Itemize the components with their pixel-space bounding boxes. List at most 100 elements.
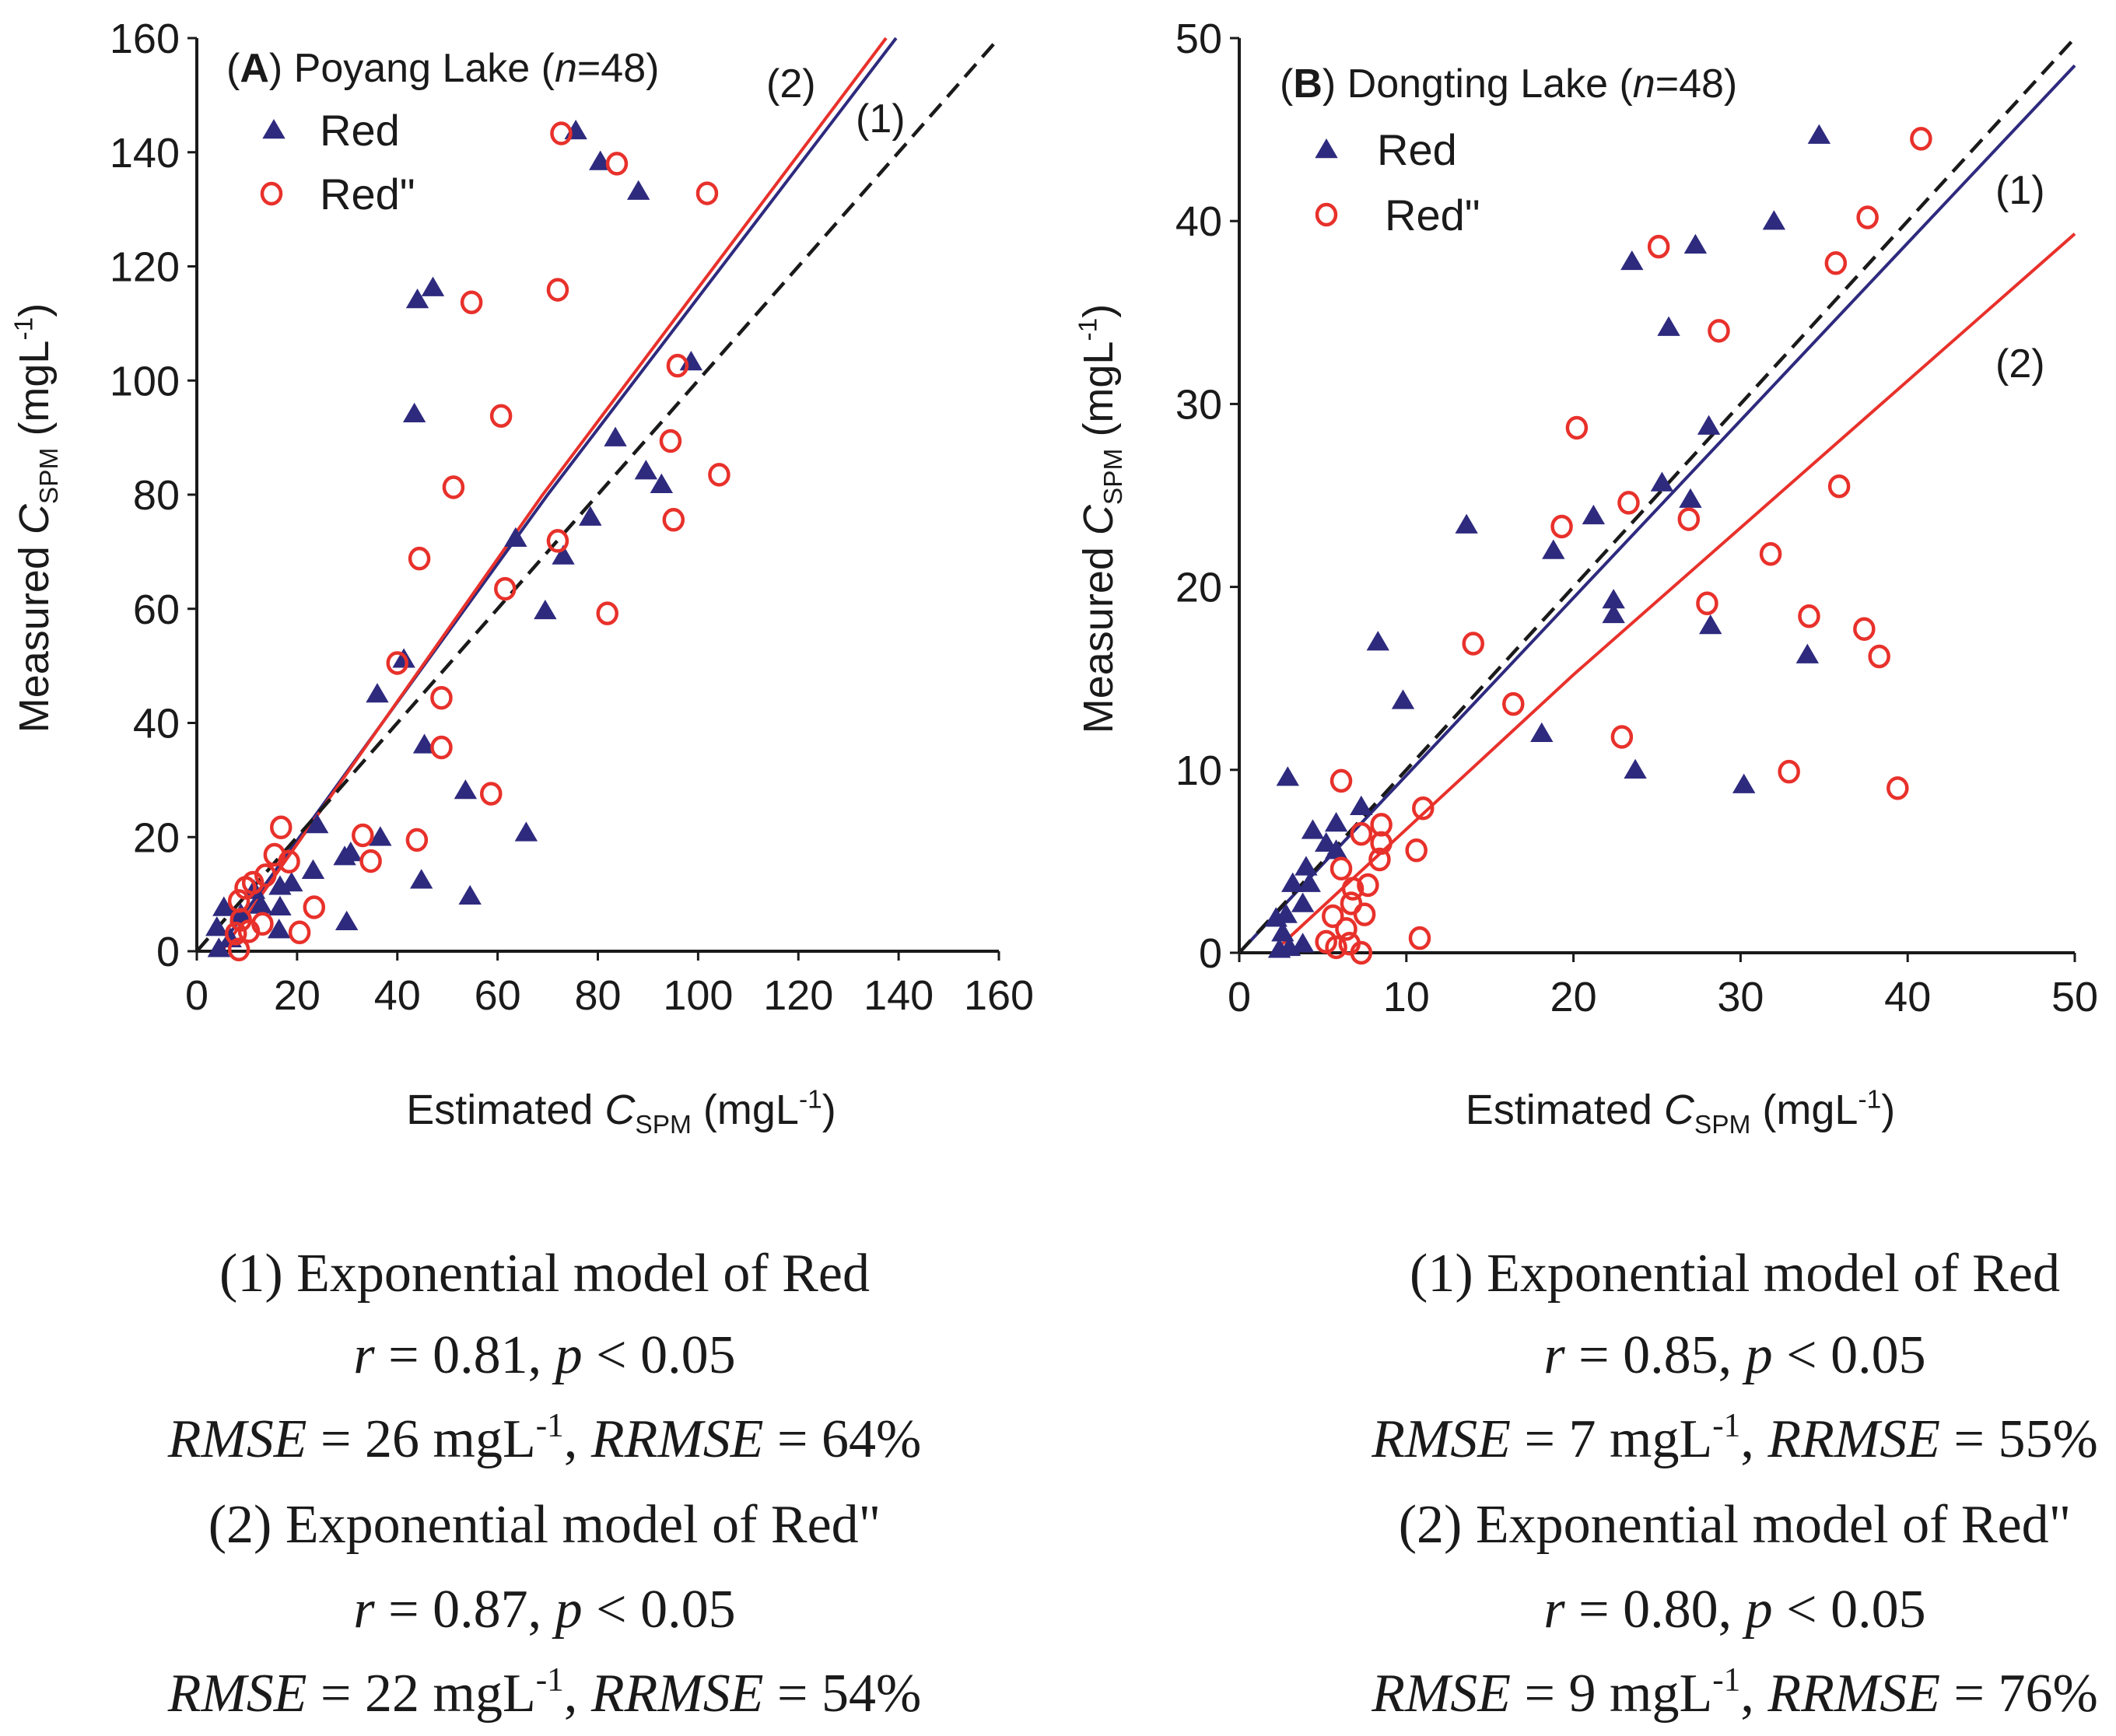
caption-line: r = 0.87, p < 0.05 [353,1580,735,1640]
data-point-red [366,683,389,703]
caption-line-segment: -1 [536,1406,564,1444]
x-tick-label: 40 [374,972,421,1019]
data-point-redpp [1677,507,1701,531]
data-point-redpp [1330,768,1353,793]
data-point-redpp [1617,491,1640,515]
caption-line-segment: RRMSE [590,1409,764,1469]
data-point-red [268,895,292,915]
caption-line-segment: (1) Exponential model of Red [219,1244,870,1304]
data-point-redpp [430,685,453,710]
caption-line-segment: = 76% [1940,1664,2098,1724]
data-point-redpp [270,815,293,840]
caption-line-segment: p [1742,1580,1773,1640]
data-point-redpp [1502,691,1525,716]
x-tick-label: 100 [663,972,733,1019]
line-label: (1) [1995,168,2045,213]
caption-line-segment: = 0.85, [1565,1325,1746,1385]
data-point-red [1530,722,1554,742]
data-point-redpp [430,735,453,760]
line-label: (2) [766,61,816,107]
data-point-red [1298,872,1321,892]
data-point-redpp [303,895,326,919]
series-redpp [225,121,730,962]
caption-line-segment: < 0.05 [583,1325,736,1385]
data-point-red [402,402,426,423]
y-tick-label: 10 [1175,747,1222,794]
data-point-red [626,180,650,200]
caption-line-segment: = 64% [763,1409,921,1469]
data-point-red [1276,766,1299,786]
panel-title-segment: ) Dongting Lake ( [1322,61,1634,107]
legend-circle-icon [260,181,283,206]
data-point-redpp [1330,856,1353,881]
data-point-red [1294,856,1318,876]
data-point-redpp [237,919,261,943]
caption-line-segment: r [353,1580,375,1640]
panel-title-segment: n [1633,61,1655,107]
data-point-red [339,842,363,862]
x-tick-label: 20 [274,972,321,1019]
caption-line-segment: RMSE [1371,1409,1511,1469]
data-point-redpp [1335,917,1358,941]
data-point-red [650,473,674,493]
data-point-redpp [254,863,277,887]
data-point-red [604,426,627,446]
caption-line-segment: (2) Exponential model of Red" [1399,1495,2071,1555]
data-point-red [207,937,231,957]
y-axis-label: Measured CSPM (mgL-1) [9,303,63,733]
data-point-red [1762,210,1786,230]
data-point-redpp [494,576,517,601]
data-point-redpp [1824,251,1848,275]
y-axis-label-segment: SPM [35,448,64,505]
y-tick-label: 60 [133,586,180,633]
x-axis-label-segment: (mgL [692,1087,799,1133]
x-axis-label: Estimated CSPM (mgL-1) [1466,1085,1895,1139]
data-point-red [458,884,482,905]
caption-line-segment: = 55% [1940,1409,2098,1469]
data-point-red [1795,643,1820,663]
x-tick-label: 20 [1550,974,1597,1020]
legend-circle-icon [1315,202,1338,227]
data-point-red [301,859,325,880]
panel-title-segment: B [1293,61,1322,107]
data-point-red [579,506,602,526]
data-point-red [405,289,429,309]
data-point-redpp [550,121,573,145]
caption-line-segment: RRMSE [590,1664,764,1724]
caption-line-segment: (1) Exponential model of Red [1410,1244,2060,1304]
data-point-redpp [405,828,429,852]
data-point-red [1350,795,1373,816]
data-point-redpp [1462,632,1484,656]
y-tick-label: 40 [1175,198,1222,245]
caption-line: r = 0.80, p < 0.05 [1543,1580,1925,1640]
y-tick-label: 30 [1175,381,1222,428]
x-axis-label-segment: Estimated [406,1087,604,1133]
y-tick-label: 0 [1199,930,1222,977]
data-point-redpp [662,508,685,532]
legend-triangle-icon [1315,138,1338,159]
y-axis-label-segment: Measured [1075,535,1122,733]
data-point-redpp [1647,234,1670,259]
caption-line: (1) Exponential model of Red [1410,1244,2060,1304]
data-point-redpp [666,353,689,378]
data-point-red [1542,539,1565,559]
caption-line-segment: -1 [1712,1661,1740,1698]
caption-line-segment: , [564,1664,591,1724]
data-point-redpp [408,546,431,571]
data-point-redpp [460,290,483,314]
caption-line: RMSE = 26 mgL-1, RRMSE = 64% [167,1406,922,1469]
caption-line-segment: r [1543,1580,1565,1640]
y-axis-label-segment: Measured [11,534,58,733]
data-point-redpp [1325,935,1347,960]
series-red [205,119,703,957]
x-axis-label-segment: SPM [1694,1111,1751,1139]
data-point-redpp [1550,514,1573,539]
data-point-redpp [352,823,374,848]
panel-title-segment: n [555,46,577,91]
data-point-redpp [708,463,730,487]
caption-line: RMSE = 9 mgL-1, RRMSE = 76% [1371,1661,2098,1724]
panel-title-segment: A [240,46,269,91]
data-point-redpp [596,601,618,625]
x-axis-label-segment: SPM [635,1111,692,1139]
fit-line-1 [1238,64,2076,954]
